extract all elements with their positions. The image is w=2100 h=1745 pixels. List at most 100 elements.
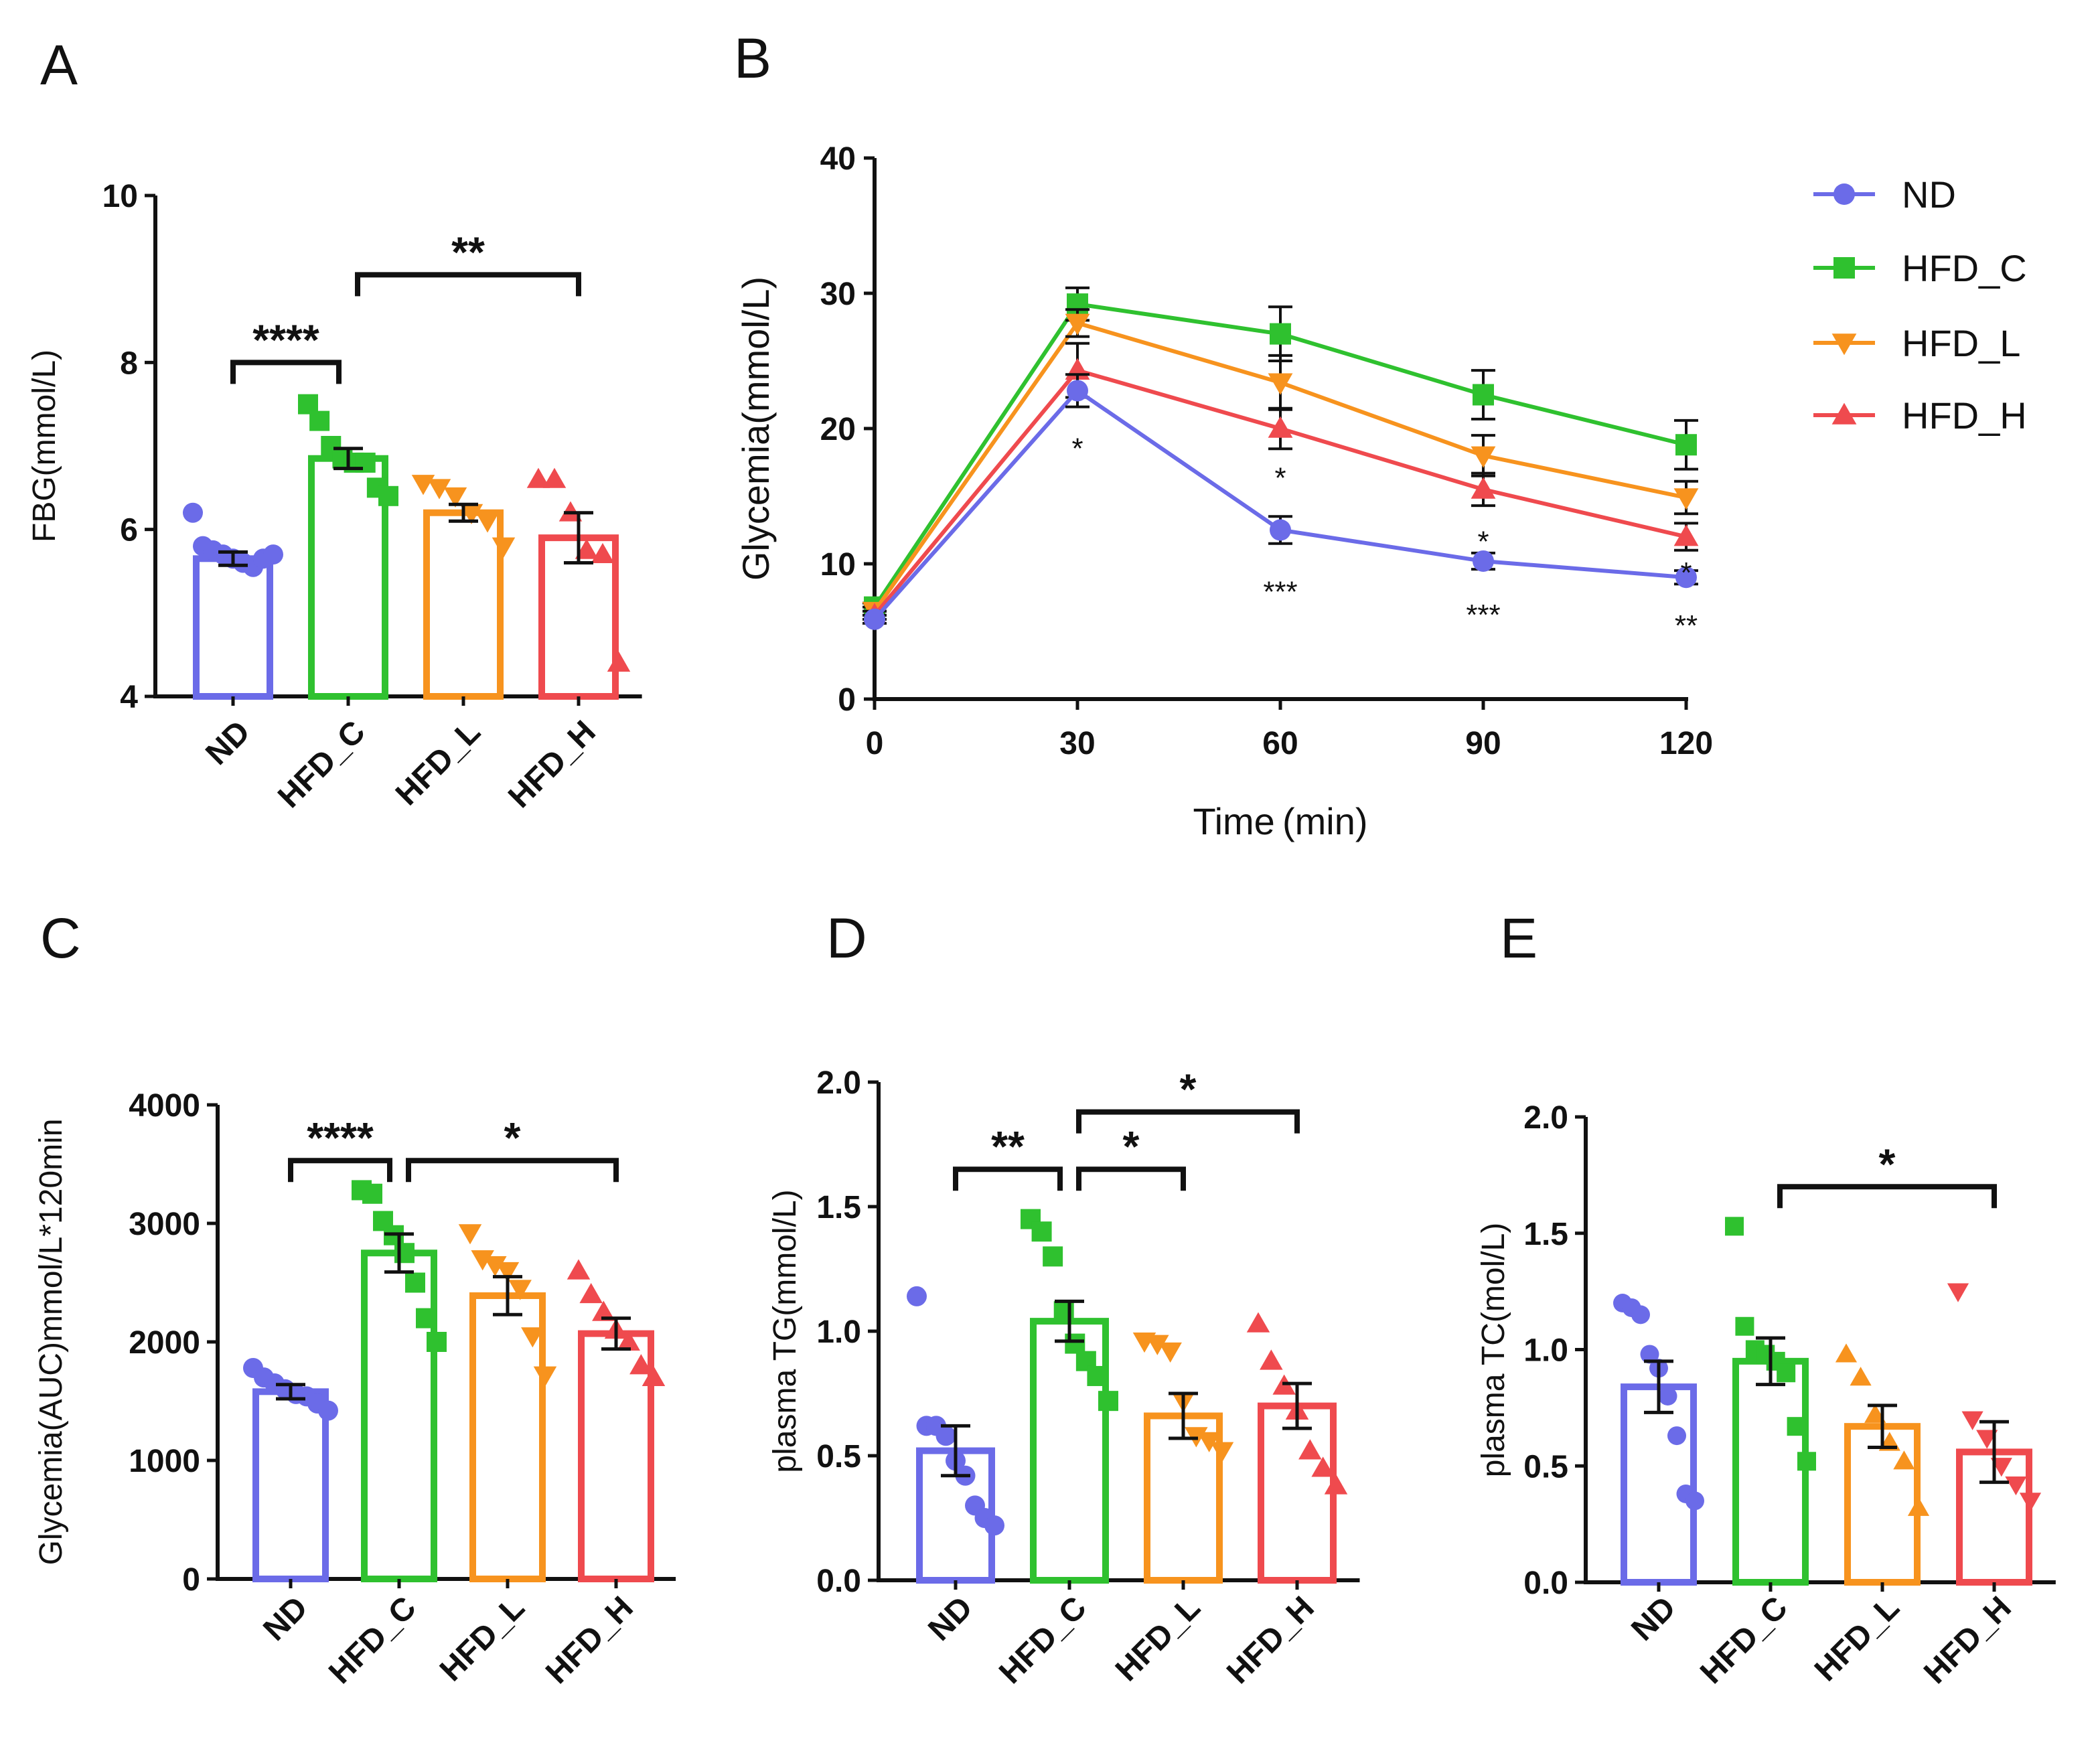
significance-bracket xyxy=(953,1166,1063,1191)
data-point xyxy=(1735,1316,1754,1336)
y-tick-label: 0 xyxy=(182,1562,200,1598)
bar-nd xyxy=(193,555,273,700)
data-point xyxy=(1210,1442,1234,1462)
y-axis-title: FBG(mmol/L) xyxy=(27,350,62,542)
data-point xyxy=(1268,416,1293,438)
data-point xyxy=(1246,1312,1270,1333)
x-tick-label: HFD_C xyxy=(322,1590,423,1691)
significance-label: **** xyxy=(307,1114,374,1162)
data-point xyxy=(1835,1343,1858,1363)
data-point xyxy=(1787,1417,1806,1436)
data-point xyxy=(459,504,483,524)
data-point xyxy=(617,1330,640,1351)
y-tick-label: 2.0 xyxy=(1523,1100,1568,1136)
y-tick-label: 0.5 xyxy=(816,1439,861,1474)
significance-bracket xyxy=(288,1158,392,1183)
data-point xyxy=(2019,1493,2042,1512)
legend-marker xyxy=(1833,183,1855,205)
data-point xyxy=(263,544,283,565)
data-point xyxy=(1067,380,1088,402)
y-tick-label: 4 xyxy=(120,680,138,715)
data-point xyxy=(935,1426,956,1446)
data-point xyxy=(427,479,451,500)
data-point xyxy=(1270,323,1291,345)
data-point xyxy=(1893,1450,1915,1470)
data-point xyxy=(1098,1391,1118,1412)
significance-bracket xyxy=(355,272,581,297)
y-tick-label: 10 xyxy=(102,179,138,214)
legend-label: HFD_C xyxy=(1902,247,2027,289)
data-point xyxy=(1640,1345,1659,1364)
x-tick-label: HFD_L xyxy=(433,1590,532,1688)
data-point xyxy=(1685,1491,1704,1511)
data-point xyxy=(1673,524,1699,546)
x-tick-label: HFD_H xyxy=(539,1590,640,1691)
data-point xyxy=(378,485,398,506)
x-tick-label: HFD_C xyxy=(271,714,372,815)
legend-label: HFD_H xyxy=(1902,394,2027,437)
bar-nd xyxy=(1621,1383,1697,1586)
significance-bracket xyxy=(1076,1109,1300,1134)
data-point xyxy=(1311,1456,1335,1477)
x-tick-label: 0 xyxy=(866,726,884,761)
panel-letter-e: E xyxy=(1500,907,1538,970)
significance-label: * xyxy=(1123,1122,1140,1170)
data-point xyxy=(1065,313,1090,335)
significance-label: **** xyxy=(252,315,319,364)
significance-label: ** xyxy=(991,1122,1025,1170)
data-point xyxy=(533,1366,557,1387)
data-point xyxy=(1976,1430,1998,1449)
y-tick-label: 20 xyxy=(820,412,856,447)
data-point xyxy=(592,1300,615,1321)
y-tick-label: 1000 xyxy=(129,1444,200,1479)
x-tick-label: 30 xyxy=(1059,726,1095,761)
data-point xyxy=(542,467,567,488)
panel-letter-a: A xyxy=(40,33,78,96)
data-point xyxy=(1268,373,1293,395)
legend-label: ND xyxy=(1902,173,1956,216)
data-point xyxy=(2005,1476,2027,1496)
data-point xyxy=(1797,1452,1816,1471)
y-tick-label: 1.5 xyxy=(1523,1217,1568,1252)
data-point xyxy=(1990,1458,2012,1477)
x-tick-label: ND xyxy=(1625,1590,1682,1647)
significance-bracket xyxy=(1076,1166,1186,1191)
panel-c-auc-bar-chart: 0 1000 2000 3000 4000 Glycemia(AUC)mmol/L*120… xyxy=(33,1088,676,1691)
y-tick-label: 40 xyxy=(820,141,856,177)
bar-hfd-c xyxy=(361,1249,437,1582)
data-point xyxy=(1158,1342,1182,1363)
significance-bracket xyxy=(1777,1184,1997,1209)
y-tick-label: 0.0 xyxy=(1523,1566,1568,1601)
data-point xyxy=(629,1354,653,1375)
x-tick-label: 120 xyxy=(1659,726,1713,761)
y-tick-label: 0.5 xyxy=(1523,1449,1568,1485)
data-point xyxy=(1961,1411,1983,1430)
y-tick-label: 3000 xyxy=(129,1207,200,1242)
data-point xyxy=(508,1280,532,1300)
x-tick-label: HFD_L xyxy=(1808,1590,1906,1688)
data-point xyxy=(907,1286,927,1306)
panel-b-glycemia-line-chart: 0 10 20 30 40 0 30 60 90 120 Time (min) Glycemia(mm… xyxy=(735,141,2027,842)
data-point xyxy=(443,487,467,508)
data-point xyxy=(567,1259,591,1280)
x-tick-label: HFD_H xyxy=(1220,1590,1321,1691)
panel-letter-d: D xyxy=(826,907,867,970)
legend-label: HFD_L xyxy=(1902,322,2020,364)
data-point xyxy=(1725,1217,1744,1236)
data-point xyxy=(984,1515,1004,1536)
y-axis-title: plasma TG(mmol/L) xyxy=(767,1189,803,1472)
panel-letter-c: C xyxy=(40,907,81,970)
data-point xyxy=(1864,1403,1886,1423)
x-tick-label: 60 xyxy=(1262,726,1298,761)
data-point xyxy=(1907,1497,1930,1516)
data-point xyxy=(471,1250,494,1271)
x-tick-label: HFD_C xyxy=(1694,1590,1795,1691)
data-point xyxy=(475,512,500,533)
data-point xyxy=(1673,488,1699,510)
y-axis-title: Glycemia(AUC)mmol/L*120min xyxy=(33,1119,69,1566)
x-tick-label: HFD_L xyxy=(1109,1590,1207,1688)
data-point xyxy=(1298,1439,1322,1460)
